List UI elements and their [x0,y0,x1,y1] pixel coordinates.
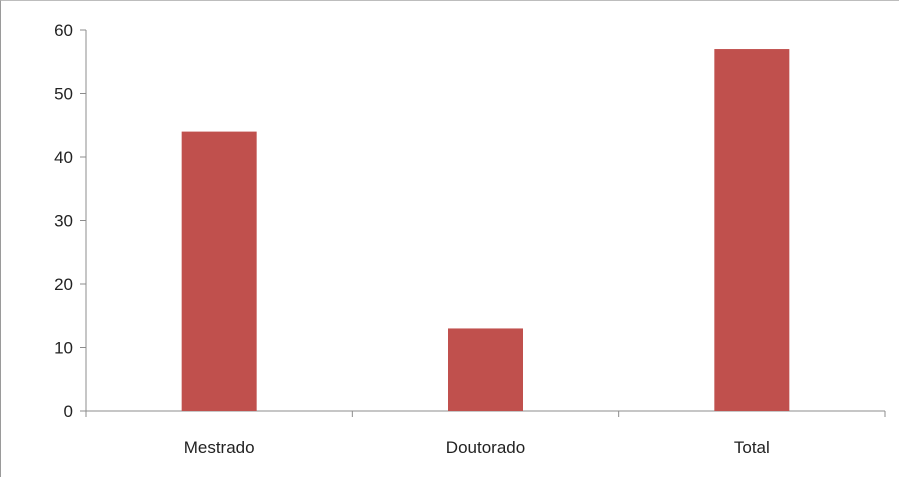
y-tick-label: 30 [54,212,73,231]
bars [181,49,790,412]
bar-total [714,49,790,412]
x-tick-label-mestrado: Mestrado [184,438,255,457]
y-tick-label: 0 [64,402,73,421]
x-tick-label-total: Total [734,438,770,457]
y-tick-label: 40 [54,148,73,167]
y-tick-label: 20 [54,275,73,294]
bar-mestrado [181,131,257,411]
y-tick-label: 50 [54,85,73,104]
bar-doutorado [448,328,523,411]
y-axis: 0 10 20 30 40 50 60 [54,21,87,421]
x-tick-label-doutorado: Doutorado [446,438,525,457]
x-axis: Mestrado Doutorado Total [85,410,886,457]
y-tick-label: 10 [54,339,73,358]
y-tick-label: 60 [54,21,73,40]
